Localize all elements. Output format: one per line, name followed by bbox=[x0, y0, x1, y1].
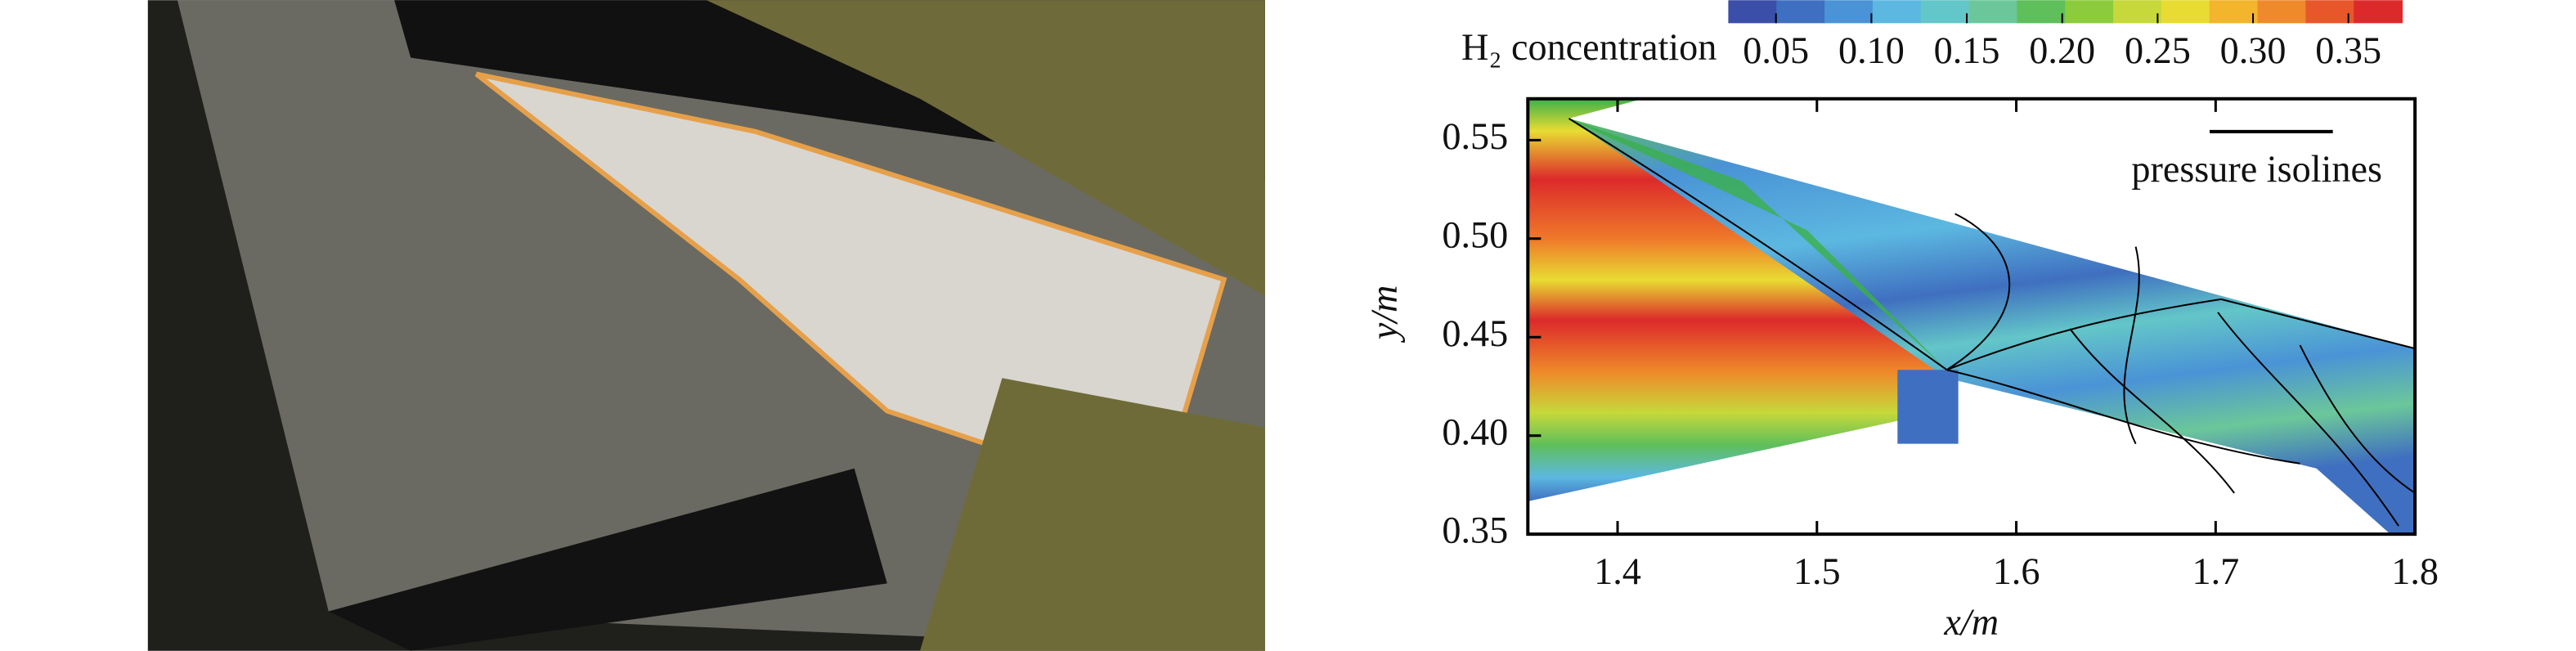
colorbar-swatch bbox=[1920, 0, 1970, 24]
colorbar-tick-label: 0.30 bbox=[2220, 29, 2287, 71]
colorbar-swatch bbox=[1968, 0, 2018, 24]
colorbar-swatch bbox=[2354, 0, 2403, 24]
y-tick-label: 0.50 bbox=[1442, 213, 1508, 255]
colorbar-swatch bbox=[2209, 0, 2259, 24]
x-tick-label: 1.7 bbox=[2192, 550, 2239, 592]
colorbar-swatch bbox=[2113, 0, 2162, 24]
colorbar-tick-label: 0.25 bbox=[2125, 29, 2191, 71]
colorbar-swatch bbox=[1824, 0, 1874, 24]
colorbar-tick-label: 0.15 bbox=[1934, 29, 2000, 71]
x-axis-label: x/m bbox=[1943, 601, 1999, 643]
x-tick-label: 1.5 bbox=[1793, 550, 1841, 592]
colorbar-swatch bbox=[1776, 0, 1826, 24]
contour-field bbox=[1528, 98, 2416, 535]
colorbar-swatch bbox=[2161, 0, 2210, 24]
colorbar-tick-label: 0.10 bbox=[1838, 29, 1905, 71]
colorbar-swatch bbox=[2065, 0, 2115, 24]
colorbar-tick-label: 0.20 bbox=[2029, 29, 2095, 71]
photo bbox=[147, 0, 1265, 651]
y-tick-label: 0.40 bbox=[1442, 411, 1508, 452]
y-tick-label: 0.55 bbox=[1442, 115, 1508, 157]
x-tick-label: 1.8 bbox=[2391, 550, 2439, 592]
y-tick-label: 0.35 bbox=[1442, 510, 1508, 551]
colorbar-swatch bbox=[2305, 0, 2355, 24]
legend-label: pressure isolines bbox=[2131, 148, 2382, 190]
colorbar-swatch bbox=[1872, 0, 1922, 24]
colorbar-tick-label: 0.05 bbox=[1743, 29, 1809, 71]
colorbar-swatch bbox=[2017, 0, 2067, 24]
colorbar-tick-label: 0.35 bbox=[2315, 29, 2381, 71]
plot-frame bbox=[1526, 97, 2417, 537]
y-axis-label: y/m bbox=[1363, 285, 1405, 343]
colorbar-swatch bbox=[2257, 0, 2307, 24]
y-tick-label: 0.45 bbox=[1442, 312, 1508, 354]
colorbar-swatch bbox=[1728, 0, 1778, 24]
x-tick-label: 1.6 bbox=[1993, 550, 2040, 592]
colorbar-label: H₂ concentration bbox=[1461, 26, 1717, 68]
x-tick-label: 1.4 bbox=[1594, 550, 1641, 592]
